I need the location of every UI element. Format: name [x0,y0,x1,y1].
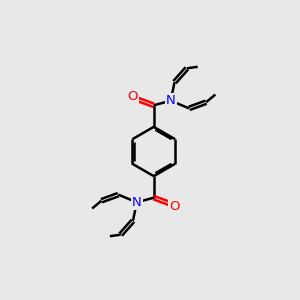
Text: N: N [166,94,175,107]
Text: O: O [169,200,180,213]
Text: N: N [132,196,142,209]
Text: O: O [128,90,138,103]
